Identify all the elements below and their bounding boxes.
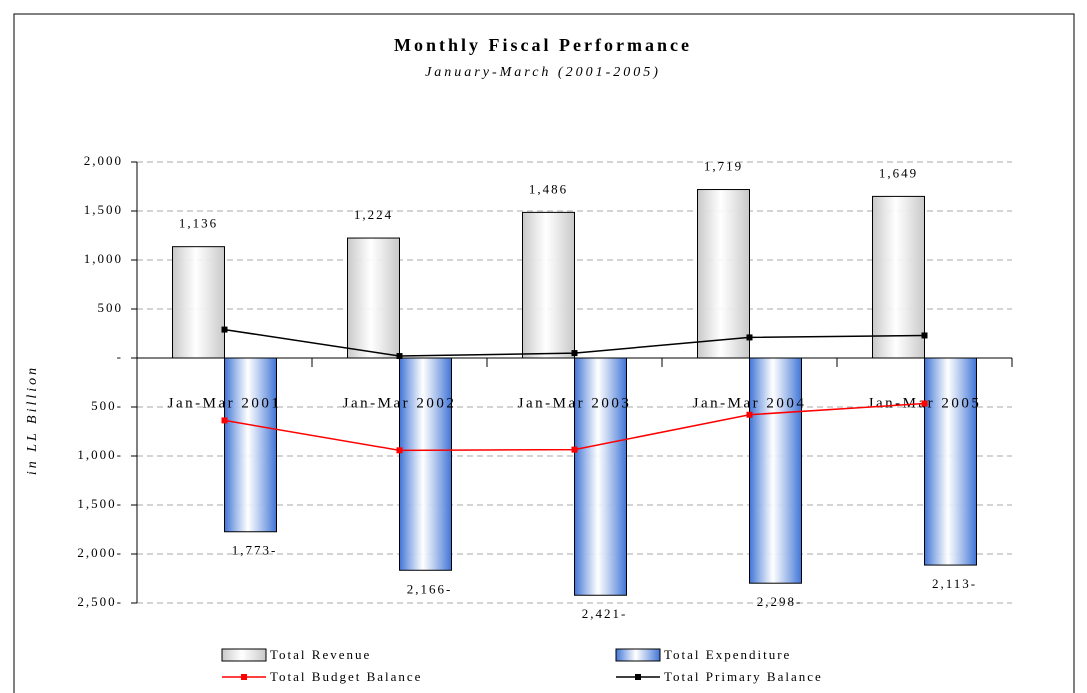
bar — [172, 246, 225, 359]
x-tick-label: Jan-Mar 2001 — [168, 395, 282, 411]
value-label: 2,421- — [582, 606, 628, 621]
y-tick-label: 2,500- — [77, 594, 123, 609]
legend-label: Total Expenditure — [664, 647, 791, 662]
value-label: 1,649 — [879, 165, 918, 180]
legend-swatch — [241, 674, 247, 680]
legend-swatch — [615, 648, 661, 662]
legend-swatch — [635, 674, 641, 680]
x-tick-label: Jan-Mar 2004 — [693, 395, 807, 411]
chart-subtitle: January-March (2001-2005) — [425, 65, 661, 80]
y-tick-label: 2,000 — [84, 153, 123, 168]
value-label: 1,136 — [179, 216, 218, 231]
value-label: 1,486 — [529, 181, 568, 196]
value-label: 1,719 — [704, 159, 743, 174]
y-tick-label: 500- — [91, 398, 123, 413]
legend-label: Total Primary Balance — [664, 669, 823, 684]
bar — [224, 357, 277, 533]
y-axis-label: in LL Billion — [25, 365, 40, 475]
legend-label: Total Revenue — [270, 647, 371, 662]
marker — [221, 326, 228, 333]
chart-title: Monthly Fiscal Performance — [394, 35, 692, 55]
marker — [746, 411, 753, 418]
bar — [347, 237, 400, 359]
x-tick-label: Jan-Mar 2003 — [518, 395, 632, 411]
value-label: 2,113- — [932, 576, 977, 591]
bar — [574, 357, 627, 596]
legend-label: Total Budget Balance — [270, 669, 422, 684]
bar — [872, 195, 925, 359]
bar — [749, 357, 802, 584]
marker — [396, 353, 403, 360]
y-tick-label: 2,000- — [77, 545, 123, 560]
legend-swatch — [221, 648, 267, 662]
marker — [746, 334, 753, 341]
marker — [921, 400, 928, 407]
y-tick-label: 1,500- — [77, 496, 123, 511]
x-tick-label: Jan-Mar 2002 — [343, 395, 457, 411]
marker — [221, 417, 228, 424]
value-label: 1,224 — [354, 207, 393, 222]
bar — [697, 189, 750, 359]
y-tick-label: 1,000 — [84, 251, 123, 266]
y-tick-label: - — [117, 349, 123, 364]
bar — [522, 211, 575, 359]
y-tick-label: 1,000- — [77, 447, 123, 462]
y-tick-label: 500 — [98, 300, 124, 315]
value-label: 1,773- — [232, 543, 278, 558]
y-tick-label: 1,500 — [84, 202, 123, 217]
marker — [396, 447, 403, 454]
marker — [571, 350, 578, 357]
bar — [399, 357, 452, 571]
value-label: 2,166- — [407, 581, 453, 596]
value-label: 2,298- — [757, 594, 803, 609]
bar — [924, 357, 977, 566]
marker — [921, 332, 928, 339]
marker — [571, 446, 578, 453]
